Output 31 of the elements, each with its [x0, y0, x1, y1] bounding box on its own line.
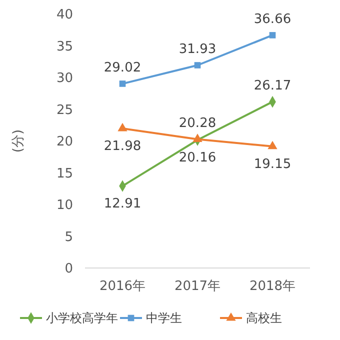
- y-tick-label: 35: [56, 39, 73, 54]
- x-tick-label: 2018年: [249, 279, 296, 294]
- point: [192, 134, 202, 142]
- legend-label: 中学生: [146, 311, 182, 326]
- data-label: 36.66: [254, 12, 292, 27]
- y-tick-label: 0: [64, 262, 73, 277]
- data-label: 20.16: [178, 150, 216, 166]
- y-tick-label: 20: [56, 134, 73, 150]
- x-tick-label: 2017年: [174, 279, 221, 294]
- point: [119, 80, 126, 87]
- x-tick-label: 2016年: [99, 279, 146, 294]
- point: [194, 62, 201, 68]
- legend-label: 小学校高学年: [46, 311, 118, 326]
- point: [118, 122, 128, 132]
- data-label: 12.91: [104, 196, 142, 212]
- y-tick-label: 5: [64, 230, 73, 245]
- y-tick-label: 40: [56, 8, 73, 23]
- point: [269, 32, 276, 38]
- point: [268, 140, 278, 150]
- data-label: 26.17: [254, 78, 292, 94]
- data-label: 19.15: [254, 156, 292, 172]
- data-label: 31.93: [178, 42, 216, 57]
- y-tick-label: 10: [56, 198, 73, 214]
- y-tick-label: 15: [56, 166, 73, 182]
- legend-label: 高校生: [246, 311, 282, 326]
- data-label: 29.02: [104, 60, 142, 76]
- y-tick-label: 25: [56, 102, 73, 118]
- y-tick-label: 30: [56, 71, 73, 86]
- data-label: 20.28: [178, 116, 216, 131]
- y-axis-title: (分): [11, 129, 26, 153]
- data-label: 21.98: [104, 138, 142, 154]
